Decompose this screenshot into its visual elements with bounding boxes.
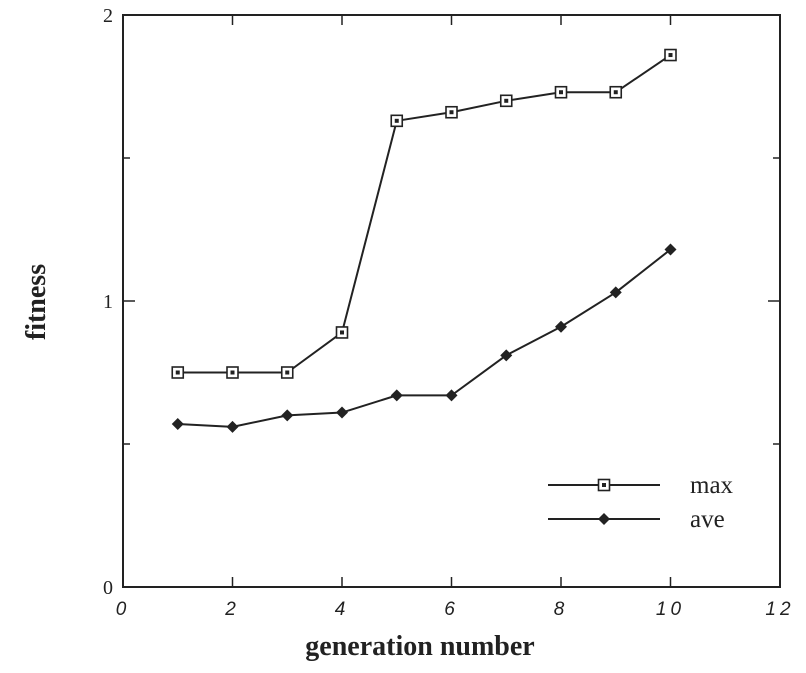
series-layer [171,48,677,433]
data-point-max [226,366,239,379]
legend-label: ave [690,506,725,533]
legend: max ave [548,472,734,533]
data-point-ave [226,420,239,433]
data-point-max [335,326,349,339]
series-line-max [177,54,672,374]
plot-frame [122,14,781,588]
data-point-ave [445,389,458,402]
series-ave [171,243,677,433]
data-point-ave [171,417,184,430]
legend-marker [598,513,610,525]
x-tick-label: 4 [335,599,350,620]
data-point-max [280,366,294,379]
x-tick-label: 2 [224,599,240,620]
series-max [171,48,677,379]
legend-marker [597,478,611,492]
x-tick-label: 10 [656,599,685,620]
data-point-ave [281,409,294,422]
x-axis-tick-labels: 0 2 4 6 8 10 12 [116,599,794,620]
data-point-ave [336,406,348,419]
x-axis-ticks [122,15,781,587]
y-axis-label: fitness [21,264,52,340]
y-axis-ticks [123,14,780,588]
legend-item-max: max [548,472,734,499]
data-point-ave [609,286,622,299]
data-point-ave [390,389,403,402]
data-point-max [445,105,458,119]
data-point-ave [555,320,567,333]
data-point-max [554,85,568,99]
data-point-ave [500,349,513,362]
x-tick-label: 6 [444,599,459,620]
data-point-ave [664,243,677,256]
data-point-max [390,114,404,128]
data-point-max [171,366,185,379]
series-line-ave [177,248,672,428]
x-tick-label: 0 [116,599,131,620]
y-tick-label: 1 [103,291,113,313]
data-point-max [499,94,513,108]
data-point-max [664,48,677,62]
legend-label: max [690,472,734,499]
y-tick-label: 2 [103,5,113,27]
y-axis-tick-labels: 0 1 2 [103,5,113,599]
y-tick-label: 0 [103,577,113,599]
x-tick-label: 12 [765,599,794,620]
x-axis-label: generation number [305,631,534,662]
legend-item-ave: ave [548,506,725,533]
x-tick-label: 8 [554,599,569,620]
data-point-max [609,85,623,99]
